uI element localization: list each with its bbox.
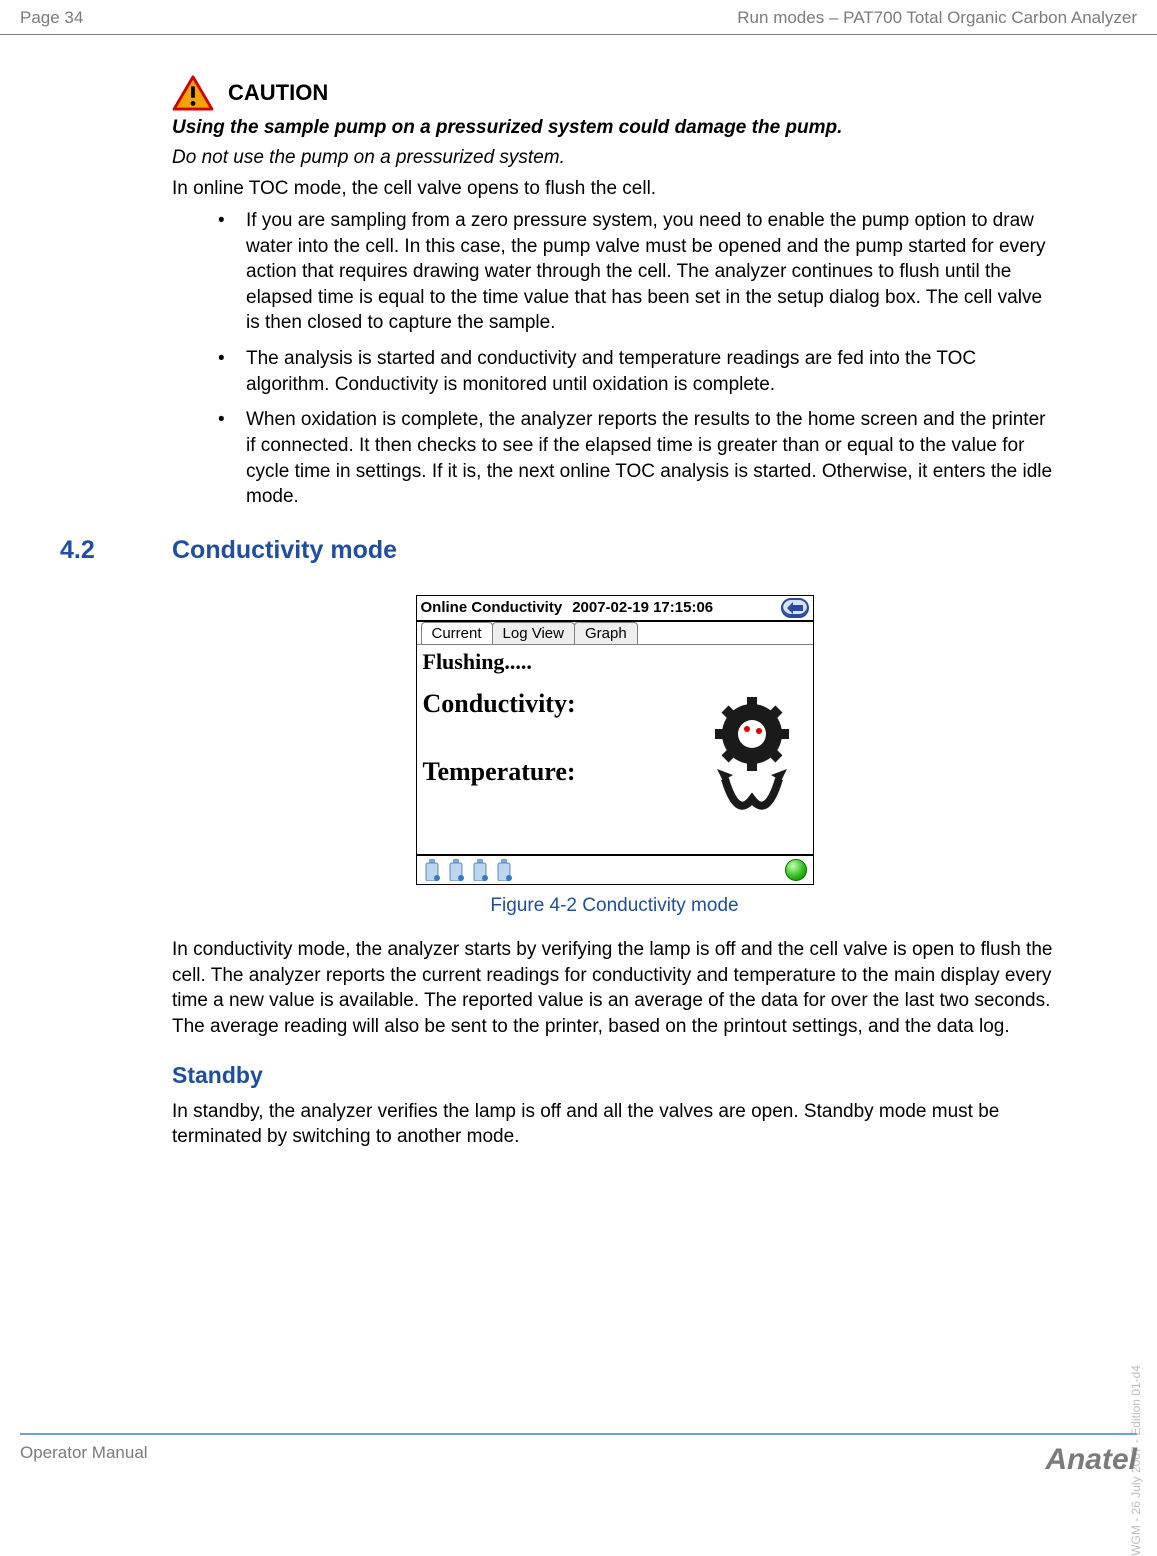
figure: Online Conductivity 2007-02-19 17:15:06 … [172,595,1057,917]
bottle-icon [495,859,513,881]
bottle-icon [423,859,441,881]
screenshot-body: Flushing..... Conductivity: Temperature: [417,644,813,854]
standby-para: In standby, the analyzer verifies the la… [172,1099,1057,1150]
device-screenshot: Online Conductivity 2007-02-19 17:15:06 … [416,595,814,885]
gear-graphic-icon [697,689,807,829]
screenshot-timestamp: 2007-02-19 17:15:06 [572,599,713,616]
caution-heading: CAUTION [172,75,1057,111]
screenshot-tabs: Current Log View Graph [417,622,813,644]
bottle-icon [471,859,489,881]
status-led-icon [785,859,807,881]
list-item: When oxidation is complete, the analyzer… [218,407,1057,510]
page-content: CAUTION Using the sample pump on a press… [0,35,1157,1150]
footer-brand: Anatel [1045,1443,1137,1477]
caution-bullet-list: If you are sampling from a zero pressure… [218,208,1057,510]
page-number: Page 34 [20,8,83,28]
section-heading: 4.2 Conductivity mode [60,536,1057,565]
screenshot-statusbar [417,854,813,884]
caution-intro: In online TOC mode, the cell valve opens… [172,176,1057,202]
bottle-icon [447,859,465,881]
page-header: Page 34 Run modes – PAT700 Total Organic… [0,0,1157,35]
back-button[interactable] [781,598,809,618]
caution-label: CAUTION [228,80,328,106]
tab-graph[interactable]: Graph [574,622,638,644]
bottle-indicators [423,859,513,881]
header-title: Run modes – PAT700 Total Organic Carbon … [737,8,1137,28]
tab-log-view[interactable]: Log View [492,622,575,644]
section-title: Conductivity mode [172,536,397,565]
warning-icon [172,75,214,111]
screenshot-mode: Online Conductivity [421,599,563,616]
list-item: If you are sampling from a zero pressure… [218,208,1057,336]
tab-current[interactable]: Current [421,622,493,644]
footer-left: Operator Manual [20,1443,148,1477]
screenshot-titlebar: Online Conductivity 2007-02-19 17:15:06 [417,596,813,622]
status-text: Flushing..... [423,649,807,675]
caution-instruction-line: Do not use the pump on a pressurized sys… [172,145,1057,171]
figure-caption: Figure 4-2 Conductivity mode [490,895,738,917]
subsection-title: Standby [172,1062,1057,1089]
page-footer: Operator Manual Anatel [20,1433,1137,1477]
section-number: 4.2 [60,536,172,565]
list-item: The analysis is started and conductivity… [218,346,1057,397]
caution-warning-line: Using the sample pump on a pressurized s… [172,115,1057,141]
conductivity-para: In conductivity mode, the analyzer start… [172,937,1057,1040]
